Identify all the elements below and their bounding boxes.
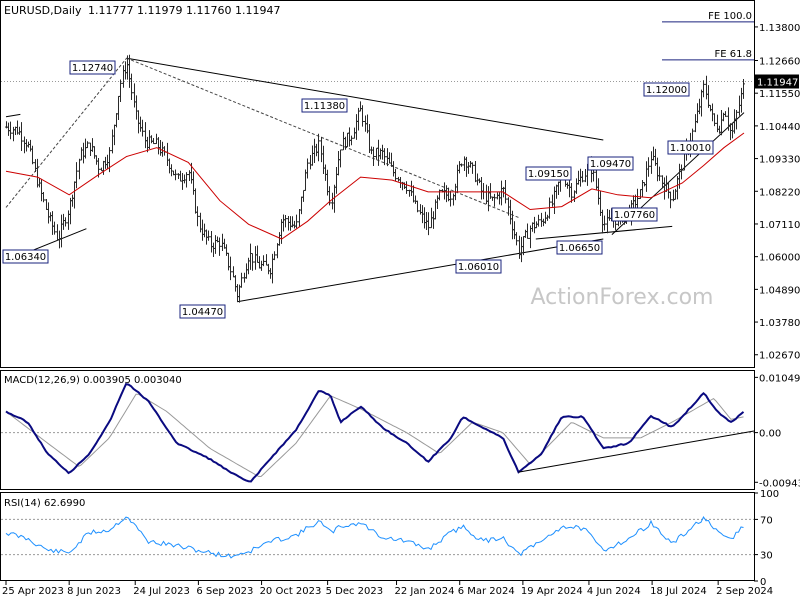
- current-price-label: 1.11947: [757, 77, 798, 88]
- price-tick-label: 1.13800: [759, 23, 800, 34]
- pivot-label-box: [556, 240, 603, 255]
- macd-tick-label: 0.01049: [759, 373, 800, 384]
- macd-lines: [5, 382, 755, 483]
- pivot-labels: 1.12740 1.06340 1.04470 1.11380 1.06010 1.091…: [2, 60, 714, 319]
- y-axis-labels: 1.13800 1.12660 1.11550 1.10440 1.09330 1.082…: [754, 23, 800, 588]
- trend-line: [237, 238, 604, 303]
- pivot-label-box: [2, 249, 49, 264]
- rsi-panel-frame: [0, 492, 755, 581]
- price-tick-label: 1.08220: [759, 187, 800, 198]
- reference-lines: [1, 80, 754, 556]
- trend-line: [126, 57, 604, 141]
- macd-tick-label: -0.009435: [759, 478, 800, 489]
- macd-trend-line: [518, 430, 755, 473]
- pivot-label: 1.04470: [182, 307, 223, 318]
- pivot-label: 1.09150: [528, 169, 569, 180]
- rsi-tick-label: 100: [760, 489, 779, 500]
- pivot-label: 1.11380: [304, 101, 345, 112]
- pivot-label-box: [611, 207, 658, 222]
- price-panel-frame: [0, 0, 755, 368]
- trend-line: [126, 57, 519, 218]
- date-tick-label: 8 Jun 2023: [67, 586, 121, 597]
- pivot-label-box: [69, 60, 116, 75]
- trend-line: [535, 225, 673, 240]
- date-tick-label: 22 Jan 2024: [395, 586, 455, 597]
- pivot-label-box: [667, 140, 714, 155]
- date-tick-label: 4 Jun 2024: [587, 586, 641, 597]
- price-tick-label: 1.09330: [759, 155, 800, 166]
- date-tick-label: 24 Jul 2023: [133, 586, 190, 597]
- pivot-label-box: [301, 98, 348, 113]
- price-bars: [5, 54, 745, 303]
- price-tick-label: 1.06000: [759, 253, 800, 264]
- price-tick-label: 1.07110: [759, 220, 800, 231]
- price-tick-label: 1.03780: [759, 318, 800, 329]
- rsi-lines: [5, 515, 744, 559]
- fib-levels: FE 100.0 FE 61.8: [662, 11, 754, 61]
- date-tick-label: 19 Apr 2024: [521, 586, 583, 597]
- current-price-box: [755, 74, 799, 89]
- pivot-label-box: [587, 156, 634, 171]
- rsi-line: [5, 515, 744, 559]
- price-tick-label: 1.12660: [759, 56, 800, 67]
- date-tick-label: 18 Jul 2024: [650, 586, 707, 597]
- pivot-label-box: [643, 82, 690, 97]
- watermark: ActionForex.com: [531, 285, 714, 310]
- x-axis-labels: 25 Apr 2023 8 Jun 2023 24 Jul 2023 6 Sep 20…: [2, 581, 773, 597]
- fib-level-label: FE 100.0: [708, 11, 752, 22]
- pivot-label: 1.10010: [670, 143, 711, 154]
- macd-panel-frame: [0, 370, 755, 490]
- rsi-tick-label: 70: [760, 515, 773, 526]
- macd-line: [5, 382, 745, 483]
- price-tick-label: 1.10440: [759, 122, 800, 133]
- date-tick-label: 6 Mar 2024: [458, 586, 515, 597]
- rsi-tick-label: 0: [760, 577, 766, 588]
- rsi-tick-label: 30: [760, 551, 773, 562]
- pivot-label-box: [179, 304, 226, 319]
- rsi-title: RSI(14) 62.6990: [4, 498, 85, 509]
- macd-tick-label: 0.00: [759, 429, 781, 440]
- pivot-label: 1.06650: [559, 243, 600, 254]
- pivot-label: 1.06340: [5, 252, 46, 263]
- pivot-label: 1.09470: [590, 159, 631, 170]
- pivot-label-box: [525, 166, 572, 181]
- date-tick-label: 20 Oct 2023: [260, 586, 322, 597]
- date-tick-label: 25 Apr 2023: [2, 586, 64, 597]
- trend-line: [5, 113, 21, 118]
- pivot-label: 1.12740: [72, 63, 113, 74]
- macd-signal-line: [5, 393, 744, 478]
- moving-average-line: [5, 132, 745, 240]
- moving-average: [5, 132, 745, 240]
- pivot-label: 1.06010: [458, 262, 499, 273]
- symbol-label: EURUSD,Daily: [4, 4, 82, 17]
- pivot-label: 1.12000: [646, 85, 687, 96]
- fib-level-label: FE 61.8: [714, 49, 752, 60]
- date-tick-label: 5 Dec 2023: [326, 586, 384, 597]
- date-tick-label: 2 Sep 2024: [716, 586, 773, 597]
- current-price-marker: 1.11947: [755, 74, 799, 89]
- trend-line: [5, 57, 127, 208]
- price-tick-label: 1.04890: [759, 285, 800, 296]
- date-tick-label: 6 Sep 2023: [196, 586, 253, 597]
- price-tick-label: 1.02670: [759, 351, 800, 362]
- pivot-label: 1.07760: [614, 210, 655, 221]
- ohlc-values: 1.11777 1.11979 1.11760 1.11947: [88, 4, 280, 17]
- price-tick-label: 1.11550: [759, 89, 800, 100]
- macd-title: MACD(12,26,9) 0.003905 0.003040: [4, 375, 182, 386]
- pivot-label-box: [455, 259, 502, 274]
